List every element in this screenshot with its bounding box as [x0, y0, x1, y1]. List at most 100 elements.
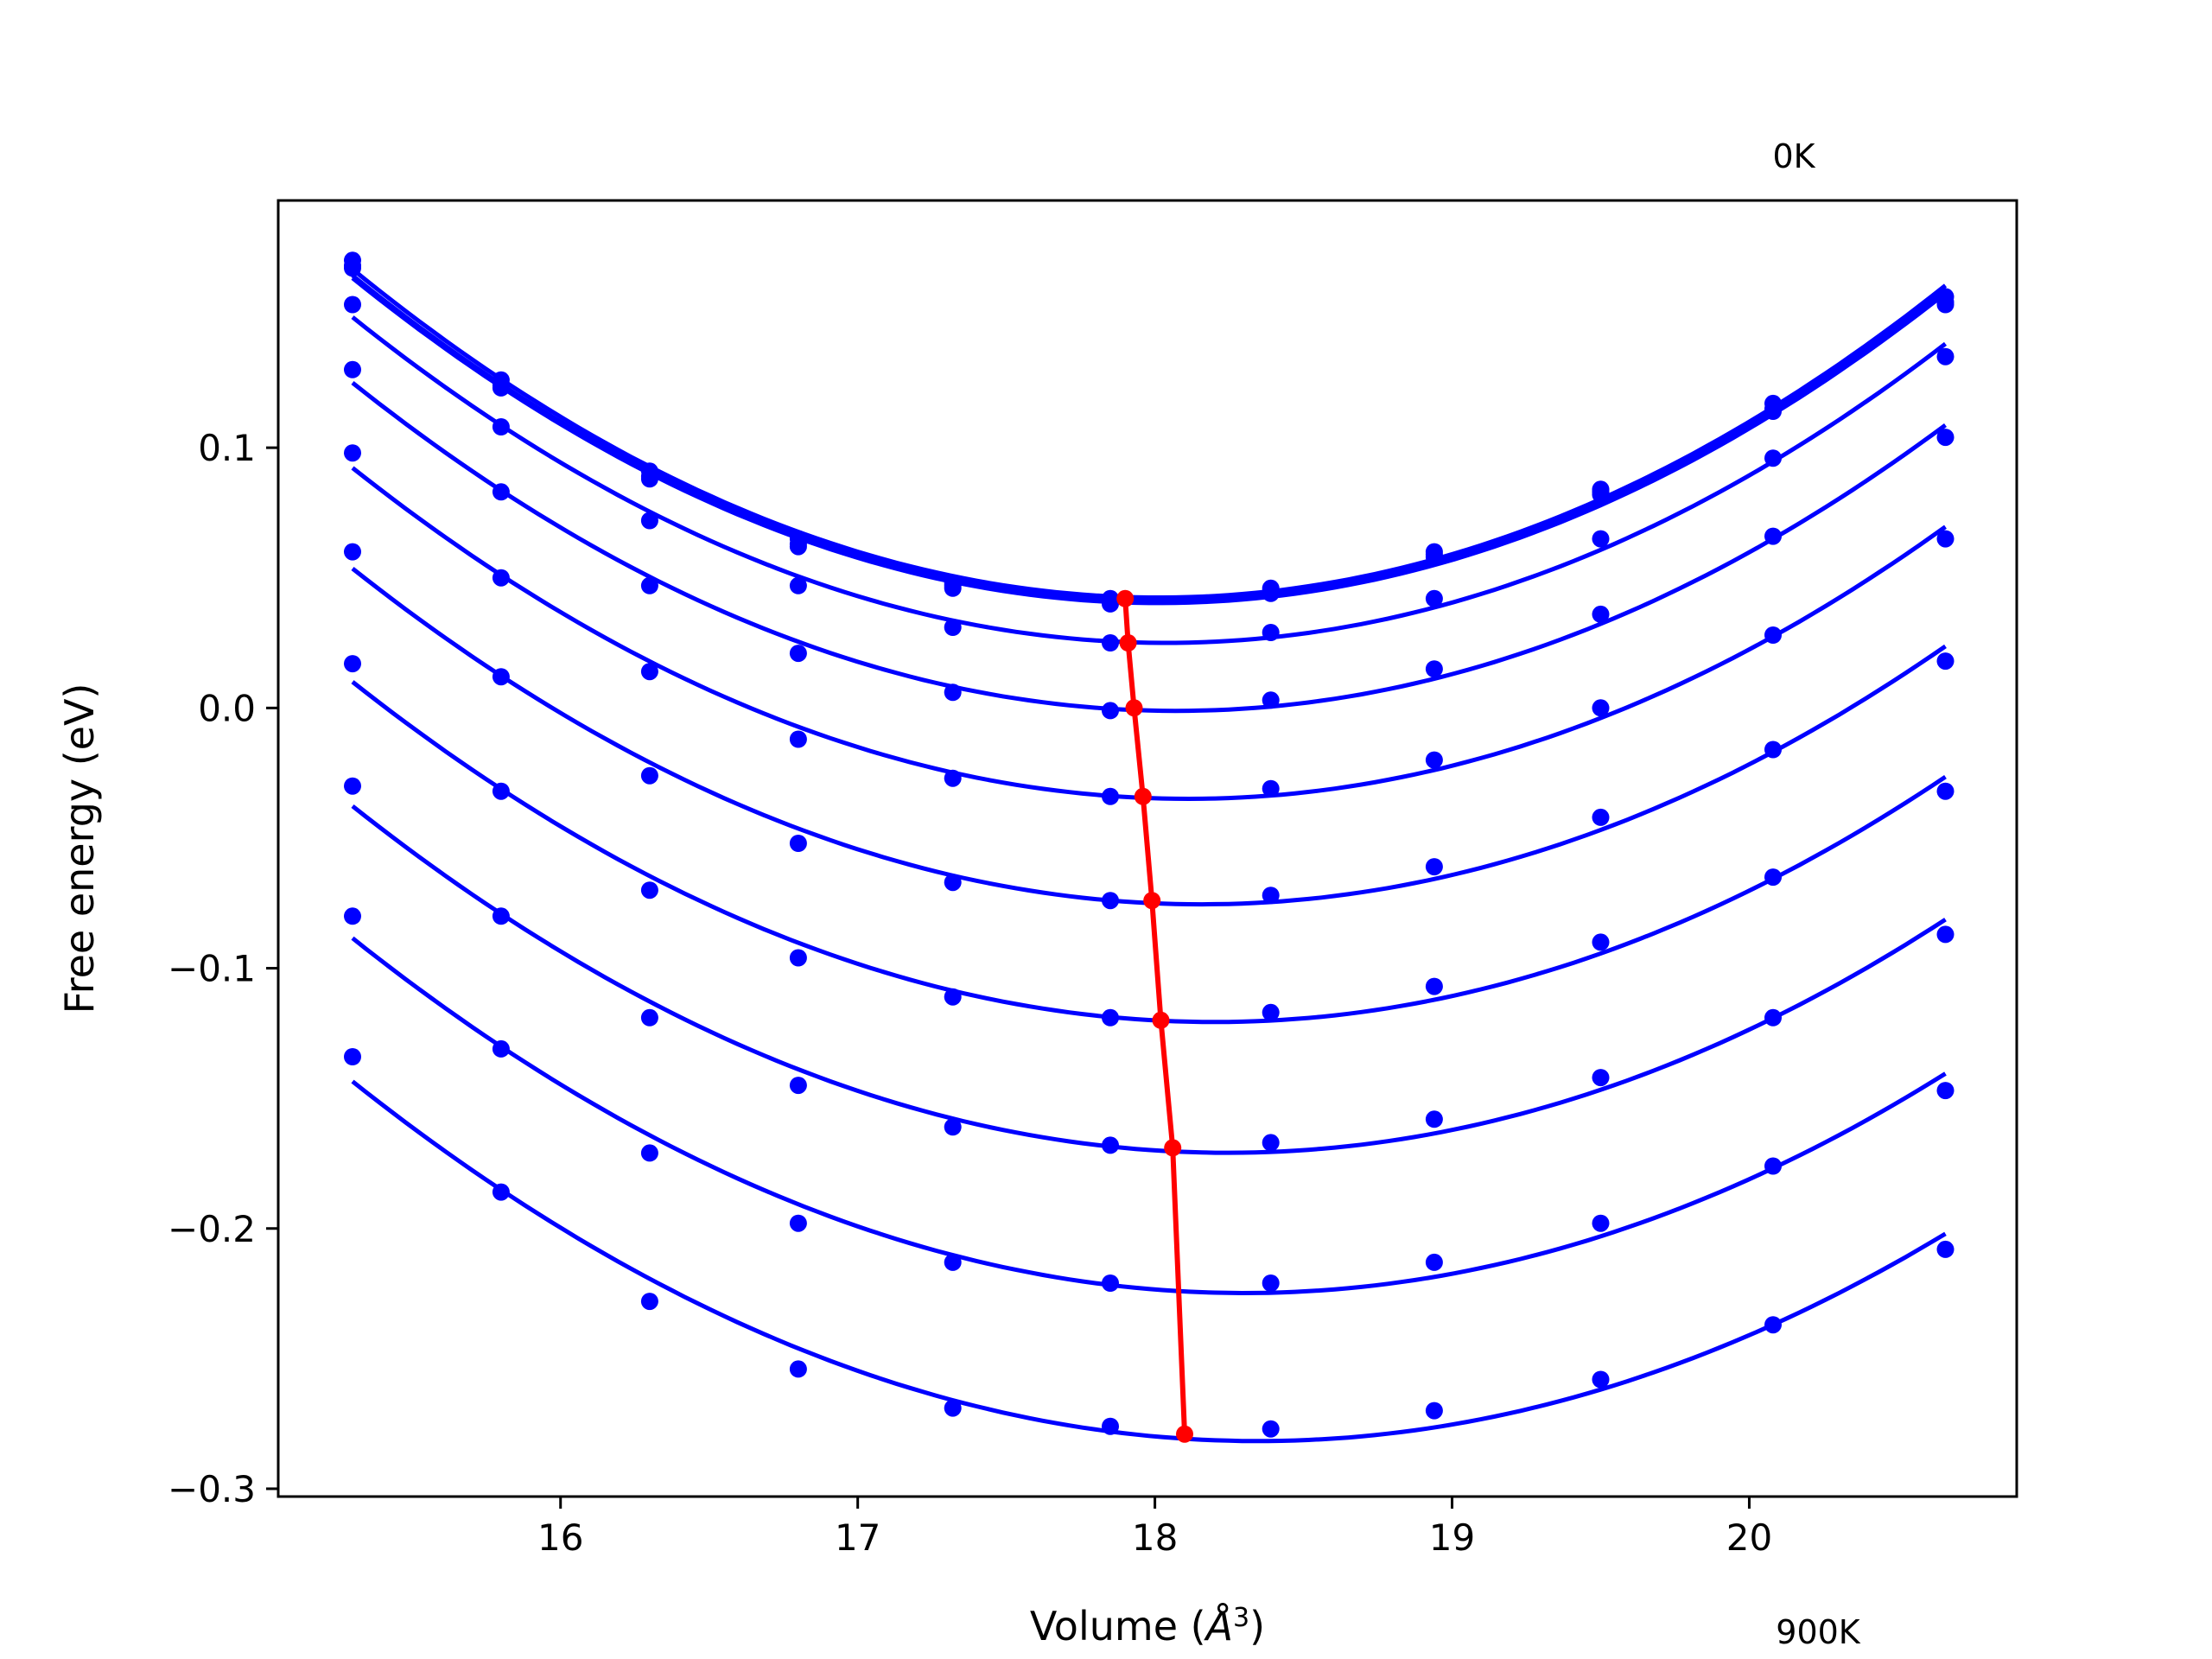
- x-tick-label: 16: [537, 1516, 583, 1559]
- data-point: [492, 1183, 510, 1201]
- data-point: [1764, 1008, 1782, 1027]
- data-point: [1764, 1316, 1782, 1334]
- data-point: [640, 663, 658, 681]
- data-point: [1262, 1134, 1280, 1152]
- minimum-point: [1116, 589, 1135, 607]
- data-point: [492, 418, 510, 435]
- data-point: [1592, 1214, 1610, 1232]
- data-point: [1936, 652, 1955, 671]
- data-point: [1102, 1136, 1119, 1154]
- data-point: [1936, 429, 1955, 447]
- x-tick-label: 17: [835, 1516, 880, 1559]
- data-point: [1592, 699, 1610, 717]
- x-axis-label-text: Volume (: [1030, 1603, 1206, 1649]
- data-point: [1592, 1069, 1610, 1087]
- x-axis-label-unit: Å: [1204, 1603, 1233, 1649]
- x-tick-label: 19: [1429, 1516, 1475, 1559]
- data-point: [492, 483, 510, 501]
- data-point: [1102, 892, 1119, 910]
- isotherm-fit-line: [351, 680, 1947, 1025]
- data-point: [344, 543, 361, 561]
- data-point: [944, 1253, 962, 1271]
- data-point: [1764, 626, 1782, 644]
- data-point: [344, 1048, 361, 1065]
- data-point: [344, 360, 361, 378]
- data-point: [944, 988, 962, 1006]
- data-point: [1425, 977, 1443, 995]
- minimum-point: [1152, 1011, 1170, 1029]
- data-point: [640, 1293, 658, 1311]
- data-point: [344, 777, 361, 795]
- data-point: [492, 782, 510, 800]
- data-point: [1936, 925, 1955, 944]
- data-point: [1592, 530, 1610, 548]
- y-tick-label: −0.3: [168, 1468, 256, 1510]
- x-tick-label: 18: [1132, 1516, 1178, 1559]
- data-point: [789, 576, 807, 594]
- isotherm-series-4: [344, 296, 1955, 652]
- data-point: [640, 512, 658, 530]
- data-point: [1425, 1110, 1443, 1128]
- data-point: [640, 576, 658, 594]
- data-point: [1102, 787, 1119, 805]
- data-point: [789, 730, 807, 748]
- data-point: [1764, 741, 1782, 759]
- data-point: [1764, 527, 1782, 545]
- data-point: [492, 1039, 510, 1058]
- data-point: [944, 683, 962, 702]
- data-point: [492, 569, 510, 587]
- data-point: [344, 907, 361, 925]
- y-tick-label: −0.1: [168, 948, 256, 990]
- x-axis-label: Volume (Å3): [1030, 1603, 1265, 1649]
- minimum-point: [1176, 1425, 1193, 1443]
- data-point: [640, 766, 658, 785]
- isotherm-fit-line: [351, 267, 1948, 600]
- data-point: [1425, 1402, 1443, 1420]
- data-point: [944, 874, 962, 892]
- data-point: [492, 378, 510, 397]
- isotherm-series-8: [344, 655, 1955, 1027]
- data-point: [1936, 347, 1955, 365]
- data-point: [344, 259, 361, 277]
- data-point: [944, 1399, 962, 1417]
- y-tick-label: 0.0: [198, 687, 256, 729]
- data-point: [1262, 584, 1280, 602]
- isotherm-fit-line: [351, 936, 1947, 1296]
- data-point: [1764, 1157, 1782, 1175]
- minimum-point: [1164, 1139, 1182, 1157]
- y-axis-label: Free energy (eV): [56, 683, 103, 1014]
- data-point: [1936, 1240, 1955, 1258]
- isotherm-series-9: [344, 777, 1955, 1155]
- data-point: [1592, 933, 1610, 951]
- data-point: [789, 1077, 807, 1095]
- data-point: [640, 470, 658, 488]
- data-point: [492, 668, 510, 686]
- isotherm-series-5: [344, 360, 1955, 720]
- data-point: [1592, 1370, 1610, 1389]
- data-point: [789, 537, 807, 556]
- data-point: [1425, 858, 1443, 876]
- data-point: [344, 296, 361, 314]
- y-tick-label: −0.2: [168, 1208, 256, 1250]
- data-point: [1102, 594, 1119, 613]
- data-point: [1936, 1082, 1955, 1100]
- data-point: [944, 769, 962, 787]
- data-point: [1102, 1008, 1119, 1027]
- isotherm-series-10: [344, 907, 1955, 1296]
- data-point: [789, 645, 807, 663]
- y-tick-label: 0.1: [198, 427, 256, 469]
- plot-frame: [276, 199, 2018, 1498]
- data-point: [944, 1118, 962, 1136]
- y-axis: 0.1 0.0 −0.1 −0.2 −0.3: [168, 427, 278, 1510]
- data-point: [1764, 403, 1782, 420]
- data-point: [789, 949, 807, 967]
- data-point: [1262, 1274, 1280, 1292]
- data-point: [1425, 589, 1443, 607]
- data-point: [1262, 887, 1280, 905]
- data-point: [1592, 605, 1610, 623]
- isotherm-fit-line: [351, 315, 1948, 645]
- data-point: [1936, 782, 1955, 800]
- data-point: [1425, 751, 1443, 769]
